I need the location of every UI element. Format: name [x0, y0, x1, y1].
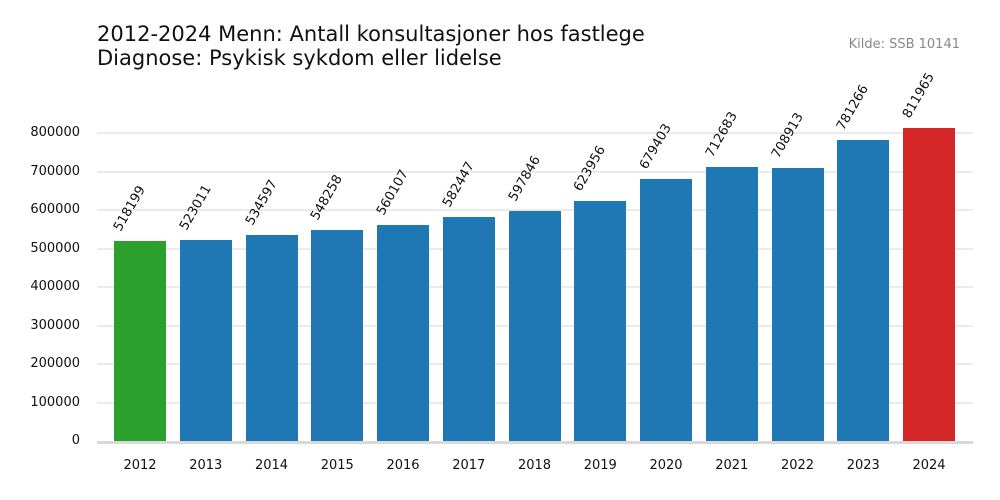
y-tick-label: 100000: [30, 394, 80, 410]
x-tick-label: 2015: [320, 458, 354, 473]
y-tick-label: 200000: [30, 356, 80, 371]
bar: [508, 210, 561, 441]
x-tick-label: 2023: [846, 458, 880, 473]
x-tick-label: 2018: [517, 458, 552, 473]
gridline: [97, 170, 973, 173]
y-tick-label: 0: [71, 433, 80, 448]
bar: [705, 166, 758, 441]
bar: [311, 229, 364, 441]
x-tick-label: 2016: [386, 458, 420, 473]
x-tick-label: 2014: [254, 458, 289, 473]
bar: [245, 235, 298, 441]
bar-value-label: 534597: [242, 177, 281, 229]
x-tick-label: 2013: [189, 458, 223, 473]
bar-value-label: 523011: [176, 182, 215, 233]
source-note: Kilde: SSB 10141: [848, 37, 960, 52]
bar: [574, 200, 627, 441]
bar: [377, 225, 429, 441]
bar-value-label: 679403: [637, 121, 675, 173]
bar: [903, 128, 955, 441]
y-tick-label: 300000: [30, 317, 80, 333]
bar-value-label: 781266: [834, 82, 873, 134]
x-tick-label: 2022: [780, 458, 815, 473]
x-tick-label: 2017: [452, 458, 486, 473]
x-tick-label: 2021: [715, 458, 749, 473]
y-tick-label: 800000: [30, 125, 80, 140]
x-axis-line: [97, 441, 973, 444]
bar-value-label: 712683: [702, 109, 741, 160]
y-tick-label: 500000: [30, 240, 80, 256]
x-tick-label: 2024: [912, 458, 946, 473]
x-tick-label: 2020: [649, 458, 683, 473]
gridline: [97, 132, 973, 134]
bar-value-label: 708913: [768, 110, 807, 162]
y-tick-label: 600000: [30, 202, 80, 217]
bar: [640, 179, 692, 441]
bar-value-label: 597846: [505, 153, 544, 204]
chart-title: 2012-2024 Menn: Antall konsultasjoner ho…: [97, 22, 645, 70]
bar: [771, 168, 824, 441]
gridline: [97, 209, 973, 211]
bar-value-label: 811965: [900, 70, 938, 122]
bar: [114, 241, 166, 441]
bar: [837, 140, 890, 441]
bar-value-label: 548258: [308, 172, 347, 223]
bar-value-label: 582447: [439, 159, 478, 210]
x-tick-label: 2012: [123, 458, 157, 473]
bar-value-label: 623956: [571, 143, 610, 194]
bar: [179, 239, 232, 441]
y-tick-label: 400000: [30, 279, 80, 294]
bar: [442, 216, 495, 441]
y-tick-label: 700000: [30, 163, 80, 179]
x-tick-label: 2019: [583, 458, 617, 473]
